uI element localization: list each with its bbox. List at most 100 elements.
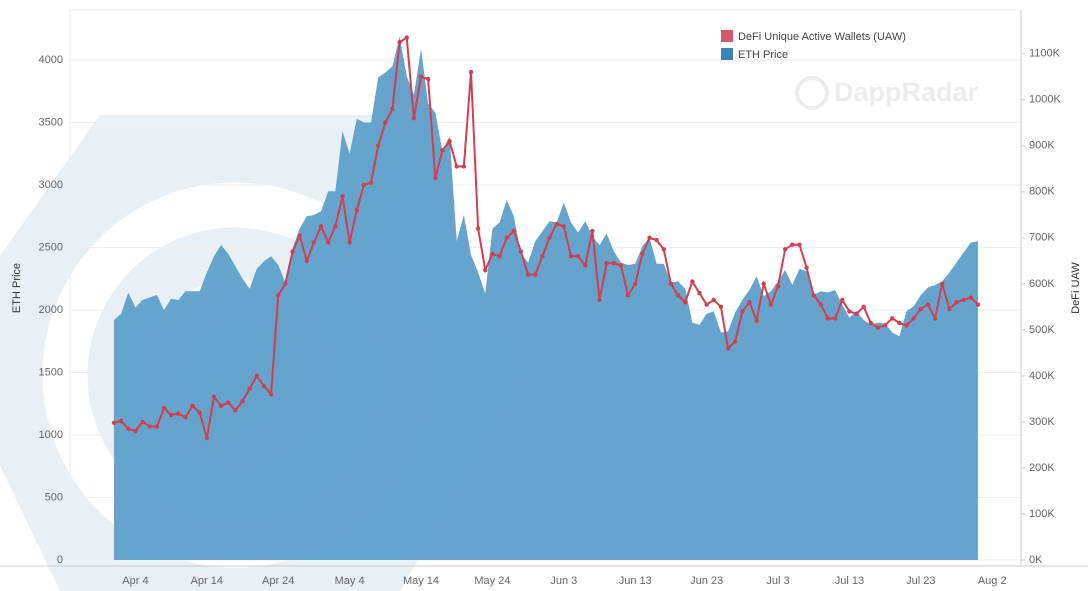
point: [168, 412, 174, 418]
point: [404, 35, 409, 40]
point: [261, 383, 267, 389]
point: [147, 424, 152, 429]
point: [361, 182, 367, 188]
point: [390, 106, 395, 112]
point: [633, 281, 638, 287]
legend-label: DeFi Unique Active Wallets (UAW): [738, 31, 906, 43]
point: [154, 424, 160, 429]
point: [683, 300, 688, 305]
y2-tick-label: 600K: [1029, 278, 1055, 290]
point: [276, 293, 281, 298]
point: [847, 309, 852, 314]
point: [204, 435, 210, 441]
point: [932, 316, 938, 321]
point: [861, 304, 866, 310]
point: [697, 290, 702, 296]
x-tick-label: Jul 23: [906, 575, 935, 587]
y-tick-label: 1500: [39, 366, 63, 378]
y-tick-label: 1000: [39, 429, 63, 441]
point: [233, 408, 238, 413]
x-tick-label: Jul 13: [835, 575, 864, 587]
point: [725, 346, 731, 351]
point: [954, 300, 959, 305]
point: [611, 260, 616, 266]
point: [183, 415, 188, 420]
point: [704, 302, 709, 307]
point: [940, 281, 945, 287]
legend: DeFi Unique Active Wallets (UAW) ETH Pri…: [721, 30, 906, 61]
point: [604, 260, 609, 266]
point: [368, 180, 374, 185]
x-tick-label: Aug 2: [978, 575, 1007, 587]
point: [732, 339, 738, 344]
area: [114, 36, 978, 560]
point: [375, 143, 381, 148]
point: [218, 403, 224, 409]
point: [318, 224, 324, 229]
point: [668, 281, 674, 287]
point: [761, 281, 766, 287]
point: [333, 224, 338, 229]
point: [625, 293, 631, 298]
point: [968, 295, 973, 300]
point: [461, 164, 467, 169]
point: [854, 311, 859, 316]
point: [547, 235, 552, 241]
point: [211, 394, 217, 399]
point: [533, 272, 538, 277]
y-tick-label: 0: [57, 554, 63, 566]
x-tick-label: Apr 14: [191, 575, 223, 587]
point: [247, 386, 252, 391]
point: [575, 254, 581, 259]
point: [240, 399, 245, 404]
point: [868, 320, 874, 326]
point: [754, 318, 759, 323]
point: [890, 316, 895, 321]
point: [747, 300, 752, 305]
point: [475, 226, 481, 231]
point: [504, 235, 509, 241]
point: [975, 302, 981, 307]
point: [718, 304, 724, 310]
point: [433, 175, 438, 181]
point: [383, 120, 388, 125]
point: [640, 251, 645, 257]
point: [554, 221, 559, 227]
point: [897, 320, 902, 326]
y-tick-label: 2000: [39, 304, 63, 316]
point: [440, 148, 445, 153]
point: [568, 254, 574, 259]
point: [654, 237, 659, 243]
point: [176, 411, 181, 416]
point: [290, 249, 295, 254]
point: [268, 392, 274, 397]
point: [740, 309, 745, 314]
point: [647, 235, 652, 241]
point: [804, 265, 809, 270]
point: [118, 418, 124, 424]
x-tick-label: Jun 13: [619, 575, 652, 587]
point: [711, 297, 716, 303]
point: [675, 293, 681, 298]
point: [840, 297, 845, 303]
point: [540, 254, 545, 259]
point: [340, 194, 345, 199]
point: [947, 306, 952, 312]
point: [561, 224, 567, 229]
point: [661, 247, 666, 252]
y2-tick-label: 700K: [1029, 232, 1055, 244]
x-tick-label: May 24: [474, 575, 510, 587]
point: [925, 302, 931, 307]
point: [825, 316, 831, 321]
point: [483, 267, 488, 273]
x-tick-label: Jun 3: [550, 575, 577, 587]
y2-tick-label: 1100K: [1029, 48, 1061, 60]
legend-label: ETH Price: [738, 49, 788, 61]
point: [126, 426, 131, 432]
point: [161, 405, 167, 411]
point: [425, 76, 431, 82]
point: [911, 316, 916, 321]
y2-tick-label: 200K: [1029, 462, 1055, 474]
y-axis-title: ETH Price: [11, 263, 23, 313]
point: [775, 283, 781, 289]
